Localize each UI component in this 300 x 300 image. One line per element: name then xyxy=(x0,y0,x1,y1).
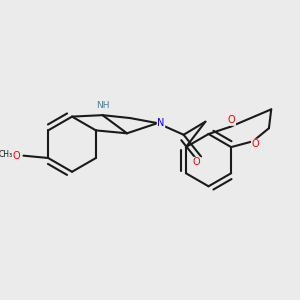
Text: N: N xyxy=(157,118,165,128)
Text: CH₃: CH₃ xyxy=(0,150,13,159)
Text: NH: NH xyxy=(96,101,109,110)
Text: O: O xyxy=(193,157,200,167)
Text: O: O xyxy=(228,116,236,125)
Text: O: O xyxy=(251,139,259,149)
Text: O: O xyxy=(12,151,20,161)
